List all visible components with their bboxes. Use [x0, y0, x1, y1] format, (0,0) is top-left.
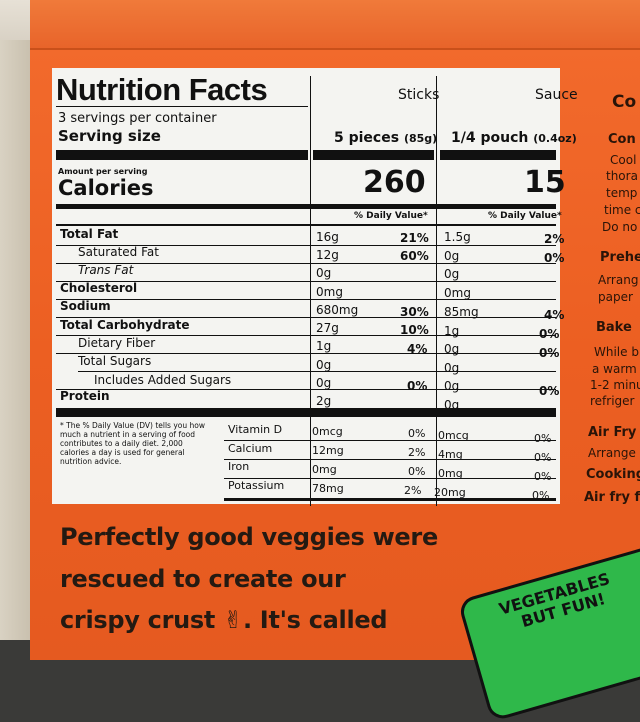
calories-label: Calories [58, 176, 154, 200]
sticks-serving-size: 5 pieces (85g) [334, 130, 438, 146]
sticks-dv-heading: % Daily Value* [354, 211, 428, 221]
serving-thick-bar [56, 150, 556, 160]
sticks-column-heading: Sticks [398, 87, 440, 103]
bar-gap-2 [434, 150, 440, 160]
nutrition-label: Nutrition Facts Sticks Sauce 3 servings … [52, 68, 578, 506]
calories-rule [56, 204, 556, 209]
sauce-column-divider [436, 76, 437, 506]
box-side-edge [0, 40, 32, 640]
sauce-serving-size: 1/4 pouch (0.4oz) [451, 130, 577, 146]
sauce-column-heading: Sauce [535, 87, 578, 103]
title-rule [56, 106, 308, 107]
tagline-line-2: rescued to create our [60, 565, 346, 593]
dv-rule [56, 224, 556, 226]
vitamins-thick-bar [56, 408, 556, 417]
hand-emoji-icon: ✌ [223, 606, 243, 634]
sticks-calories: 260 [363, 165, 426, 200]
servings-per-container: 3 servings per container [58, 111, 217, 126]
sticks-column-divider [310, 76, 311, 506]
label-title: Nutrition Facts [56, 72, 268, 107]
amount-per-serving: Amount per serving [58, 167, 148, 176]
sauce-dv-heading: % Daily Value* [488, 211, 562, 221]
serving-size-label: Serving size [58, 127, 161, 145]
daily-value-footnote: * The % Daily Value (DV) tells you how m… [60, 421, 205, 466]
sauce-calories: 15 [524, 165, 566, 200]
tagline-line-1: Perfectly good veggies were [60, 523, 438, 551]
box-top-panel [30, 0, 640, 50]
tagline-line-3: crispy crust ✌. It's called [60, 606, 388, 634]
